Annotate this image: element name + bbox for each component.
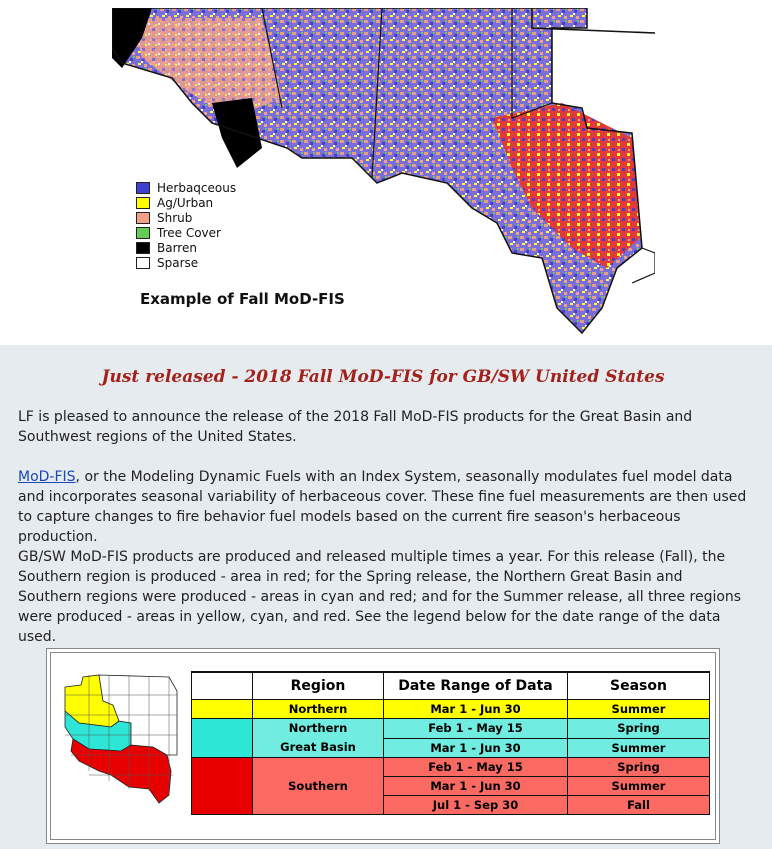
region-northern: Northern (252, 699, 384, 719)
header-color-swatch-column (191, 671, 253, 700)
region-mini-map (59, 671, 187, 811)
date-range-cell: Jul 1 - Sep 30 (383, 795, 568, 815)
modfis-link[interactable]: MoD-FIS (18, 469, 76, 485)
season-cell: Spring (567, 718, 710, 739)
table-header-row: Region Date Range of Data Season (191, 671, 710, 700)
header-season: Season (567, 671, 710, 700)
date-range-cell: Mar 1 - Jun 30 (383, 776, 568, 796)
legend-swatch (136, 211, 150, 224)
legend-swatch (136, 226, 150, 239)
legend-frame: Region Date Range of Data Season Norther… (50, 652, 716, 840)
legend-item: Tree Cover (136, 225, 236, 240)
season-cell: Summer (567, 699, 710, 719)
legend-label: Barren (157, 240, 197, 255)
legend-swatch (136, 256, 150, 269)
date-range-cell: Feb 1 - May 15 (383, 718, 568, 739)
season-cell: Fall (567, 795, 710, 815)
legend-swatch (136, 181, 150, 194)
date-range-table: Region Date Range of Data Season Norther… (191, 671, 710, 815)
modfis-description-paragraph: MoD-FIS, or the Modeling Dynamic Fuels w… (18, 467, 748, 547)
legend-item: Barren (136, 240, 236, 255)
region-date-legend: Region Date Range of Data Season Norther… (46, 648, 720, 844)
date-range-cell: Mar 1 - Jun 30 (383, 699, 568, 719)
legend-item: Sparse (136, 255, 236, 270)
release-details-paragraph: GB/SW MoD-FIS products are produced and … (18, 549, 742, 645)
northern-great-basin-color-swatch (191, 718, 253, 758)
date-range-cell: Mar 1 - Jun 30 (383, 737, 568, 758)
legend-label: Ag/Urban (157, 195, 214, 210)
map-caption: Example of Fall MoD-FIS (140, 290, 345, 308)
legend-label: Herbaqceous (157, 180, 237, 195)
northern-color-swatch (191, 699, 253, 719)
intro-paragraph: LF is pleased to announce the release of… (18, 409, 693, 445)
season-cell: Summer (567, 737, 710, 758)
table-row: Mar 1 - Jun 30 Summer (192, 737, 710, 758)
header-date-range: Date Range of Data (383, 671, 568, 700)
table-row: Southern Feb 1 - May 15 Spring (191, 757, 710, 815)
hero-banner: Herbaqceous Ag/Urban Shrub Tree Cover Ba… (0, 0, 772, 345)
table-row: Jul 1 - Sep 30 Fall (192, 795, 710, 815)
article-headline: Just released - 2018 Fall MoD-FIS for GB… (101, 367, 665, 387)
legend-swatch (136, 196, 150, 209)
map-legend: Herbaqceous Ag/Urban Shrub Tree Cover Ba… (136, 180, 236, 270)
region-line-1: Northern (288, 721, 348, 735)
legend-item: Ag/Urban (136, 195, 236, 210)
season-cell: Summer (567, 776, 710, 796)
legend-swatch (136, 241, 150, 254)
table-row: Northern Mar 1 - Jun 30 Summer (191, 699, 710, 719)
southern-color-swatch (191, 757, 253, 815)
region-northern-great-basin: Northern Great Basin (252, 718, 384, 758)
header-region: Region (252, 671, 384, 700)
date-range-cell: Feb 1 - May 15 (383, 757, 568, 777)
fall-modfis-map-image (112, 8, 655, 335)
table-row: Northern Great Basin Feb 1 - May 15 Sprin… (191, 718, 710, 758)
legend-label: Shrub (157, 210, 193, 225)
legend-item: Herbaqceous (136, 180, 236, 195)
region-southern: Southern (252, 757, 384, 815)
legend-item: Shrub (136, 210, 236, 225)
season-cell: Spring (567, 757, 710, 777)
modfis-description-text: , or the Modeling Dynamic Fuels with an … (18, 469, 747, 545)
legend-label: Tree Cover (157, 225, 221, 240)
article-content: Just released - 2018 Fall MoD-FIS for GB… (0, 345, 772, 849)
region-line-2: Great Basin (280, 740, 356, 754)
legend-label: Sparse (157, 255, 199, 270)
